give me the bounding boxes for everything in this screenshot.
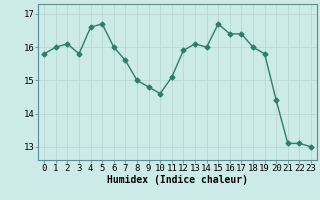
- X-axis label: Humidex (Indice chaleur): Humidex (Indice chaleur): [107, 175, 248, 185]
